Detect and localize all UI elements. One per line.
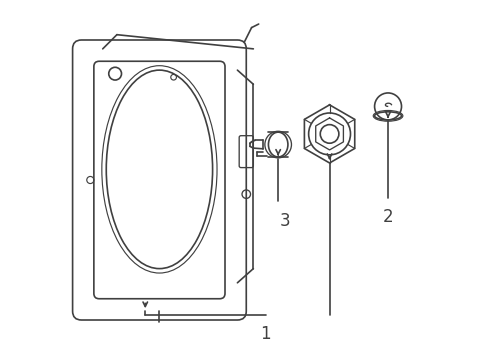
Text: 3: 3 bbox=[279, 212, 290, 230]
Text: 1: 1 bbox=[260, 325, 270, 343]
Text: 2: 2 bbox=[382, 208, 392, 226]
